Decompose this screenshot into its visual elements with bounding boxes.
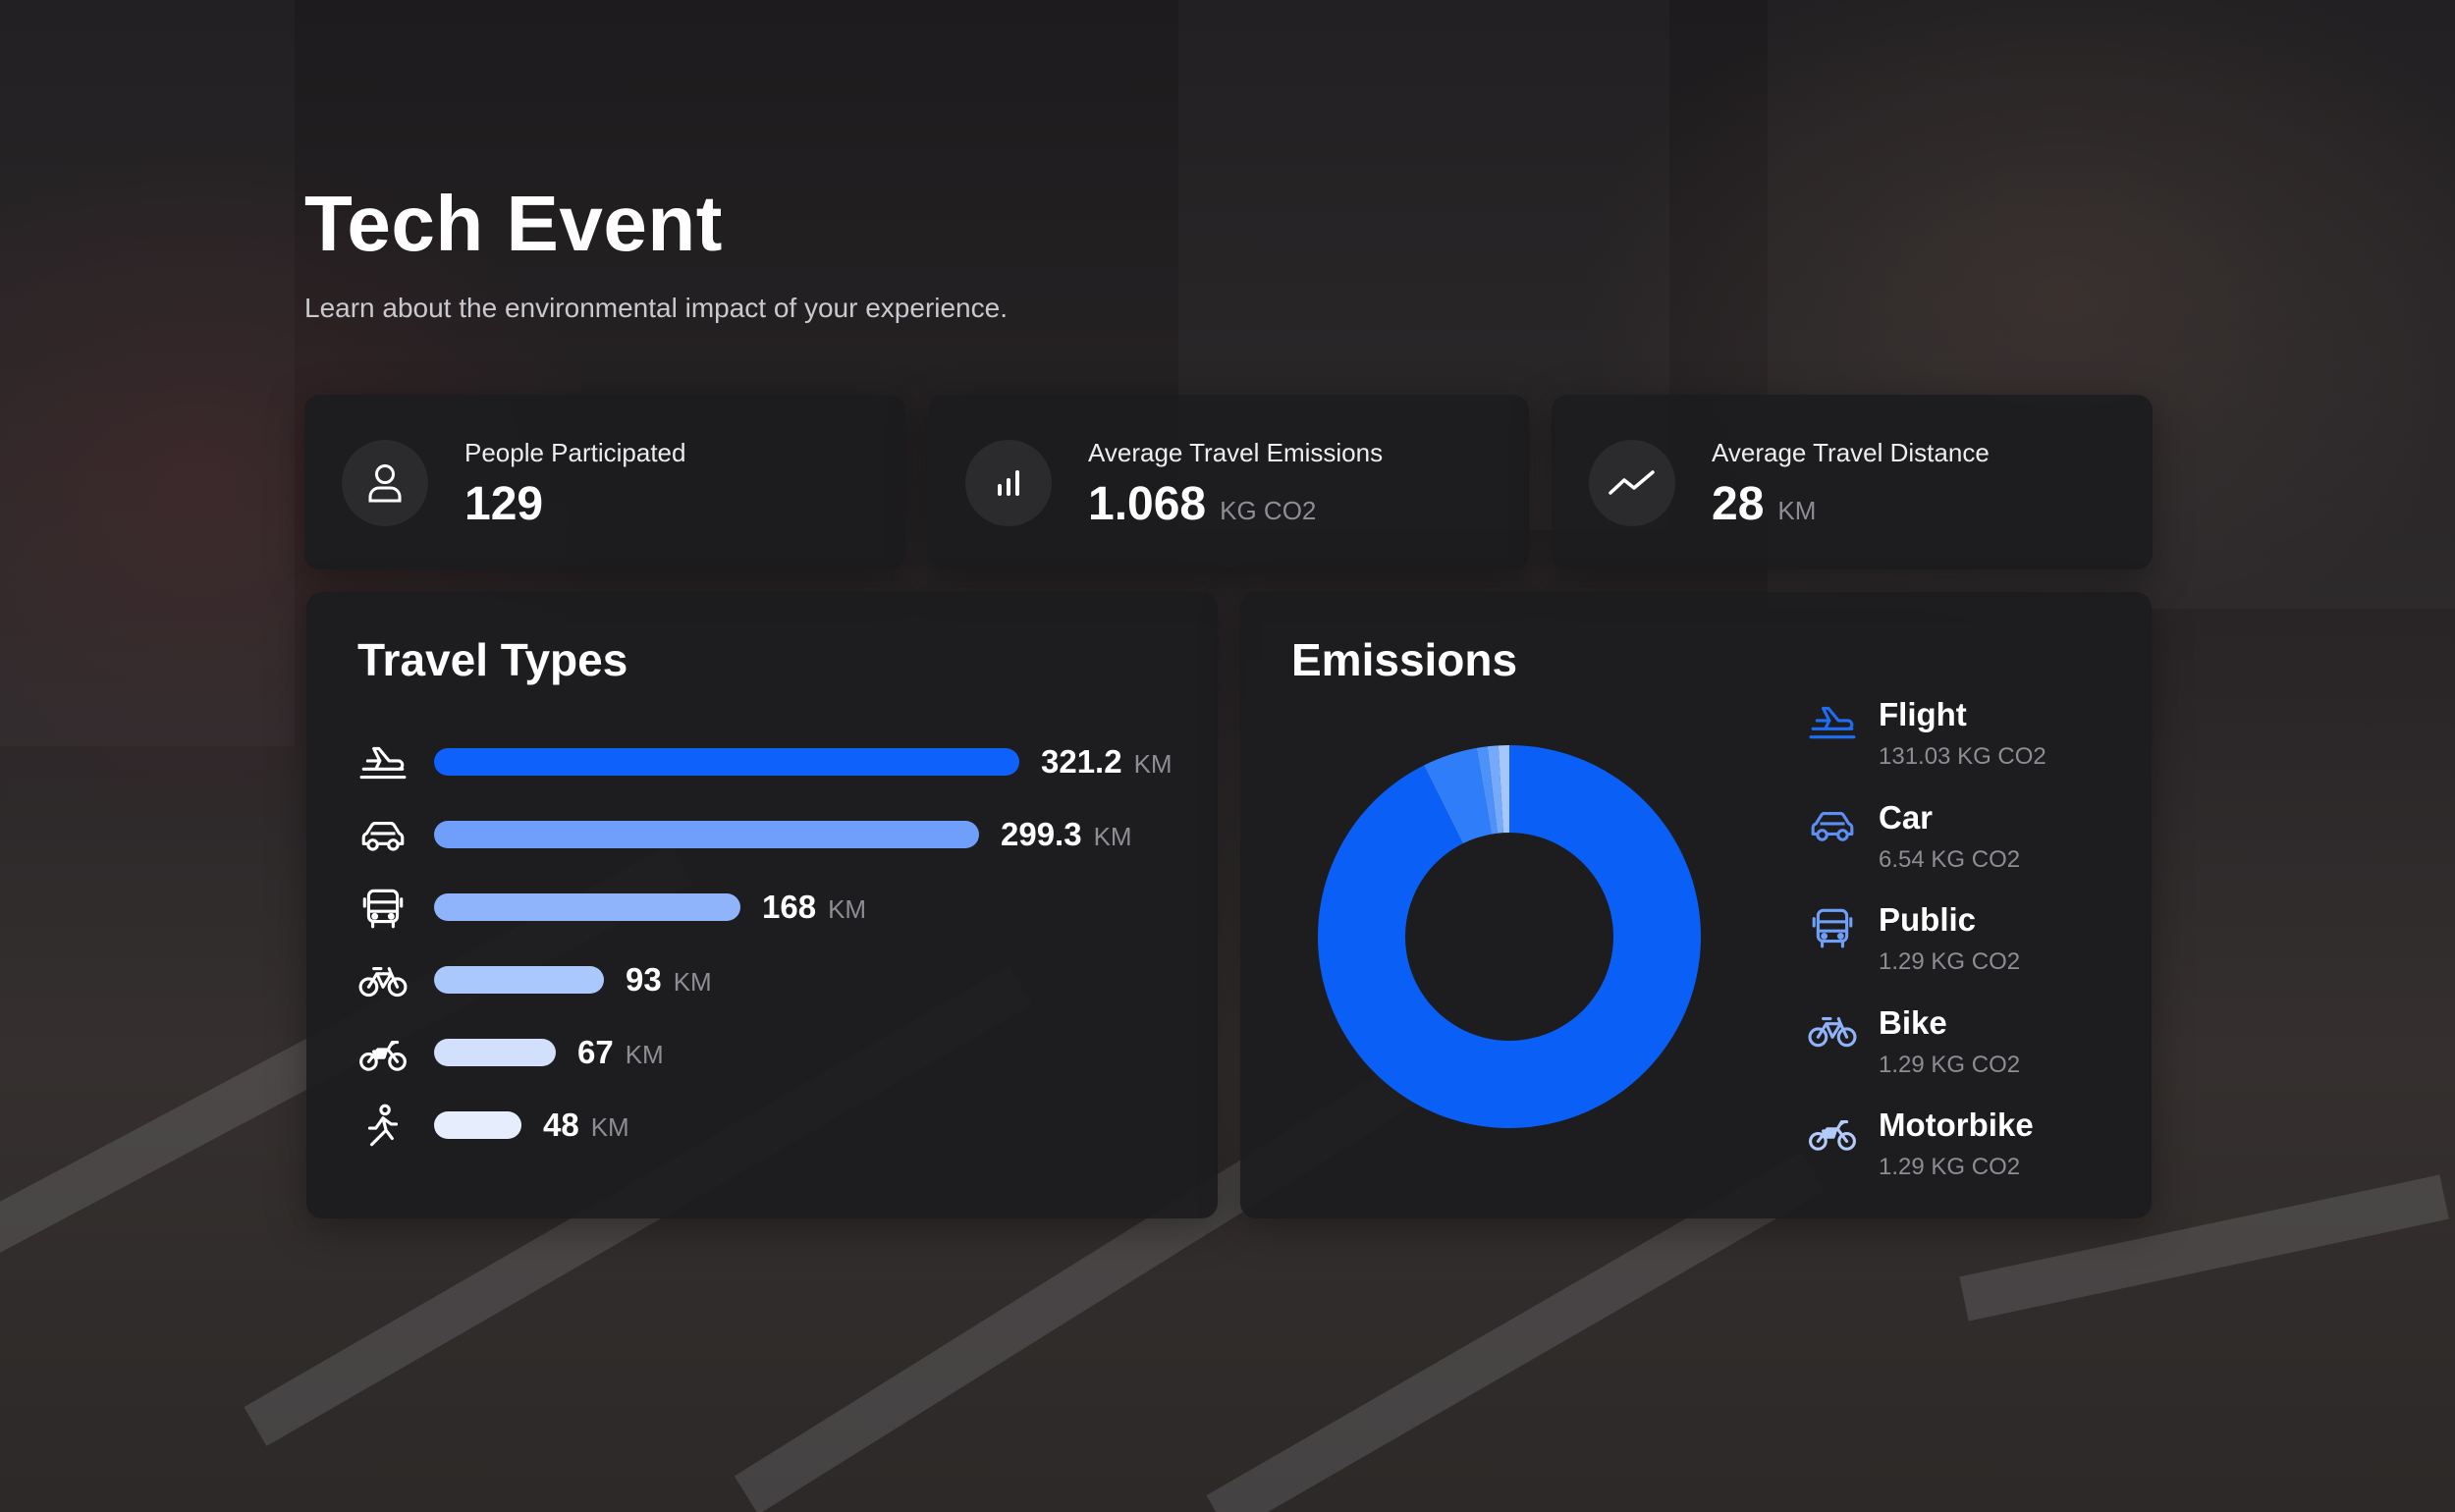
travel-value: 321.2 KM: [1041, 743, 1173, 780]
travel-value: 67 KM: [577, 1034, 664, 1070]
flight-icon: [357, 737, 412, 786]
legend-name: Motorbike: [1879, 1107, 2034, 1143]
legend-name: Car: [1879, 798, 1934, 836]
travel-type-row: 168 KM: [357, 883, 1202, 932]
stat-card-people: People Participated 129: [304, 395, 905, 569]
trend-line-icon: [1589, 440, 1675, 526]
stat-value: 129: [464, 478, 544, 530]
travel-type-row: 299.3 KM: [357, 810, 1202, 859]
legend-name: Flight: [1879, 696, 1967, 732]
travel-unit: KM: [1133, 749, 1173, 779]
person-icon: [342, 440, 428, 526]
stat-label: Average Travel Distance: [1712, 438, 1990, 467]
travel-type-row: 93 KM: [357, 955, 1202, 1004]
travel-bar: [434, 893, 740, 921]
travel-type-row: 48 KM: [357, 1101, 1202, 1150]
legend-item-motorbike: Motorbike 1.29 KG CO2: [1806, 1105, 2120, 1193]
emissions-panel: Emissions Flight 131.03 KG CO2 Car 6.54 KG …: [1240, 592, 2152, 1218]
page-title: Tech Event: [304, 180, 723, 267]
travel-bar: [434, 966, 604, 994]
car-icon: [357, 810, 412, 859]
stat-unit: KG CO2: [1220, 496, 1317, 525]
travel-value: 299.3 KM: [1001, 816, 1132, 852]
travel-types-panel: Travel Types 321.2 KM 299.3 KM 168 KM 93 KM 67 KM…: [306, 592, 1218, 1218]
travel-unit: KM: [1093, 822, 1132, 851]
motorbike-icon: [357, 1028, 412, 1077]
bus-icon: [357, 883, 412, 932]
donut-slice-flight: [1318, 745, 1701, 1128]
bike-icon: [357, 955, 412, 1004]
stat-value: 1.068 KG CO2: [1088, 478, 1317, 530]
donut-slice-motorbike: [1498, 745, 1509, 834]
legend-value: 1.29 KG CO2: [1879, 948, 2021, 975]
travel-types-title: Travel Types: [357, 634, 628, 685]
donut-slice-car: [1424, 747, 1492, 844]
legend-value: 6.54 KG CO2: [1879, 845, 2021, 873]
emissions-donut-chart: [1318, 745, 1701, 1128]
travel-unit: KM: [625, 1040, 664, 1069]
flight-icon: [1806, 698, 1861, 745]
legend-item-bike: Bike 1.29 KG CO2: [1806, 1002, 2120, 1091]
stat-card-emissions: Average Travel Emissions 1.068 KG CO2: [928, 395, 1529, 569]
bus-icon: [1806, 903, 1861, 950]
car-icon: [1806, 801, 1861, 848]
stat-unit: KM: [1777, 496, 1817, 525]
travel-type-row: 67 KM: [357, 1028, 1202, 1077]
legend-name: Bike: [1879, 1003, 1947, 1041]
travel-value: 93 KM: [626, 961, 712, 998]
travel-bar: [434, 1039, 556, 1066]
travel-bar: [434, 748, 1019, 776]
travel-value: 48 KM: [543, 1107, 629, 1143]
donut-slice-public: [1476, 746, 1498, 835]
bike-icon: [1806, 1006, 1861, 1053]
legend-value: 1.29 KG CO2: [1879, 1051, 2021, 1078]
bar-chart-icon: [965, 440, 1052, 526]
legend-item-car: Car 6.54 KG CO2: [1806, 797, 2120, 886]
legend-item-public: Public 1.29 KG CO2: [1806, 899, 2120, 988]
legend-value: 131.03 KG CO2: [1879, 743, 2046, 770]
stat-value: 28 KM: [1712, 478, 1817, 530]
legend-item-flight: Flight 131.03 KG CO2: [1806, 694, 2120, 783]
travel-value: 168 KM: [762, 889, 867, 925]
stat-label: Average Travel Emissions: [1088, 438, 1384, 467]
travel-bar: [434, 1111, 521, 1139]
legend-value: 1.29 KG CO2: [1879, 1154, 2021, 1180]
stat-label: People Participated: [464, 438, 686, 467]
donut-slice-bike: [1487, 745, 1503, 834]
emissions-title: Emissions: [1291, 634, 1518, 685]
walking-icon: [357, 1101, 412, 1150]
travel-type-row: 321.2 KM: [357, 737, 1202, 786]
legend-name: Public: [1879, 901, 1977, 938]
travel-bar: [434, 821, 979, 848]
travel-unit: KM: [828, 894, 867, 924]
page-subtitle: Learn about the environmental impact of …: [304, 293, 1008, 323]
travel-unit: KM: [590, 1112, 629, 1142]
stat-card-distance: Average Travel Distance 28 KM: [1552, 395, 2153, 569]
travel-unit: KM: [673, 967, 712, 997]
motorbike-icon: [1806, 1108, 1861, 1156]
